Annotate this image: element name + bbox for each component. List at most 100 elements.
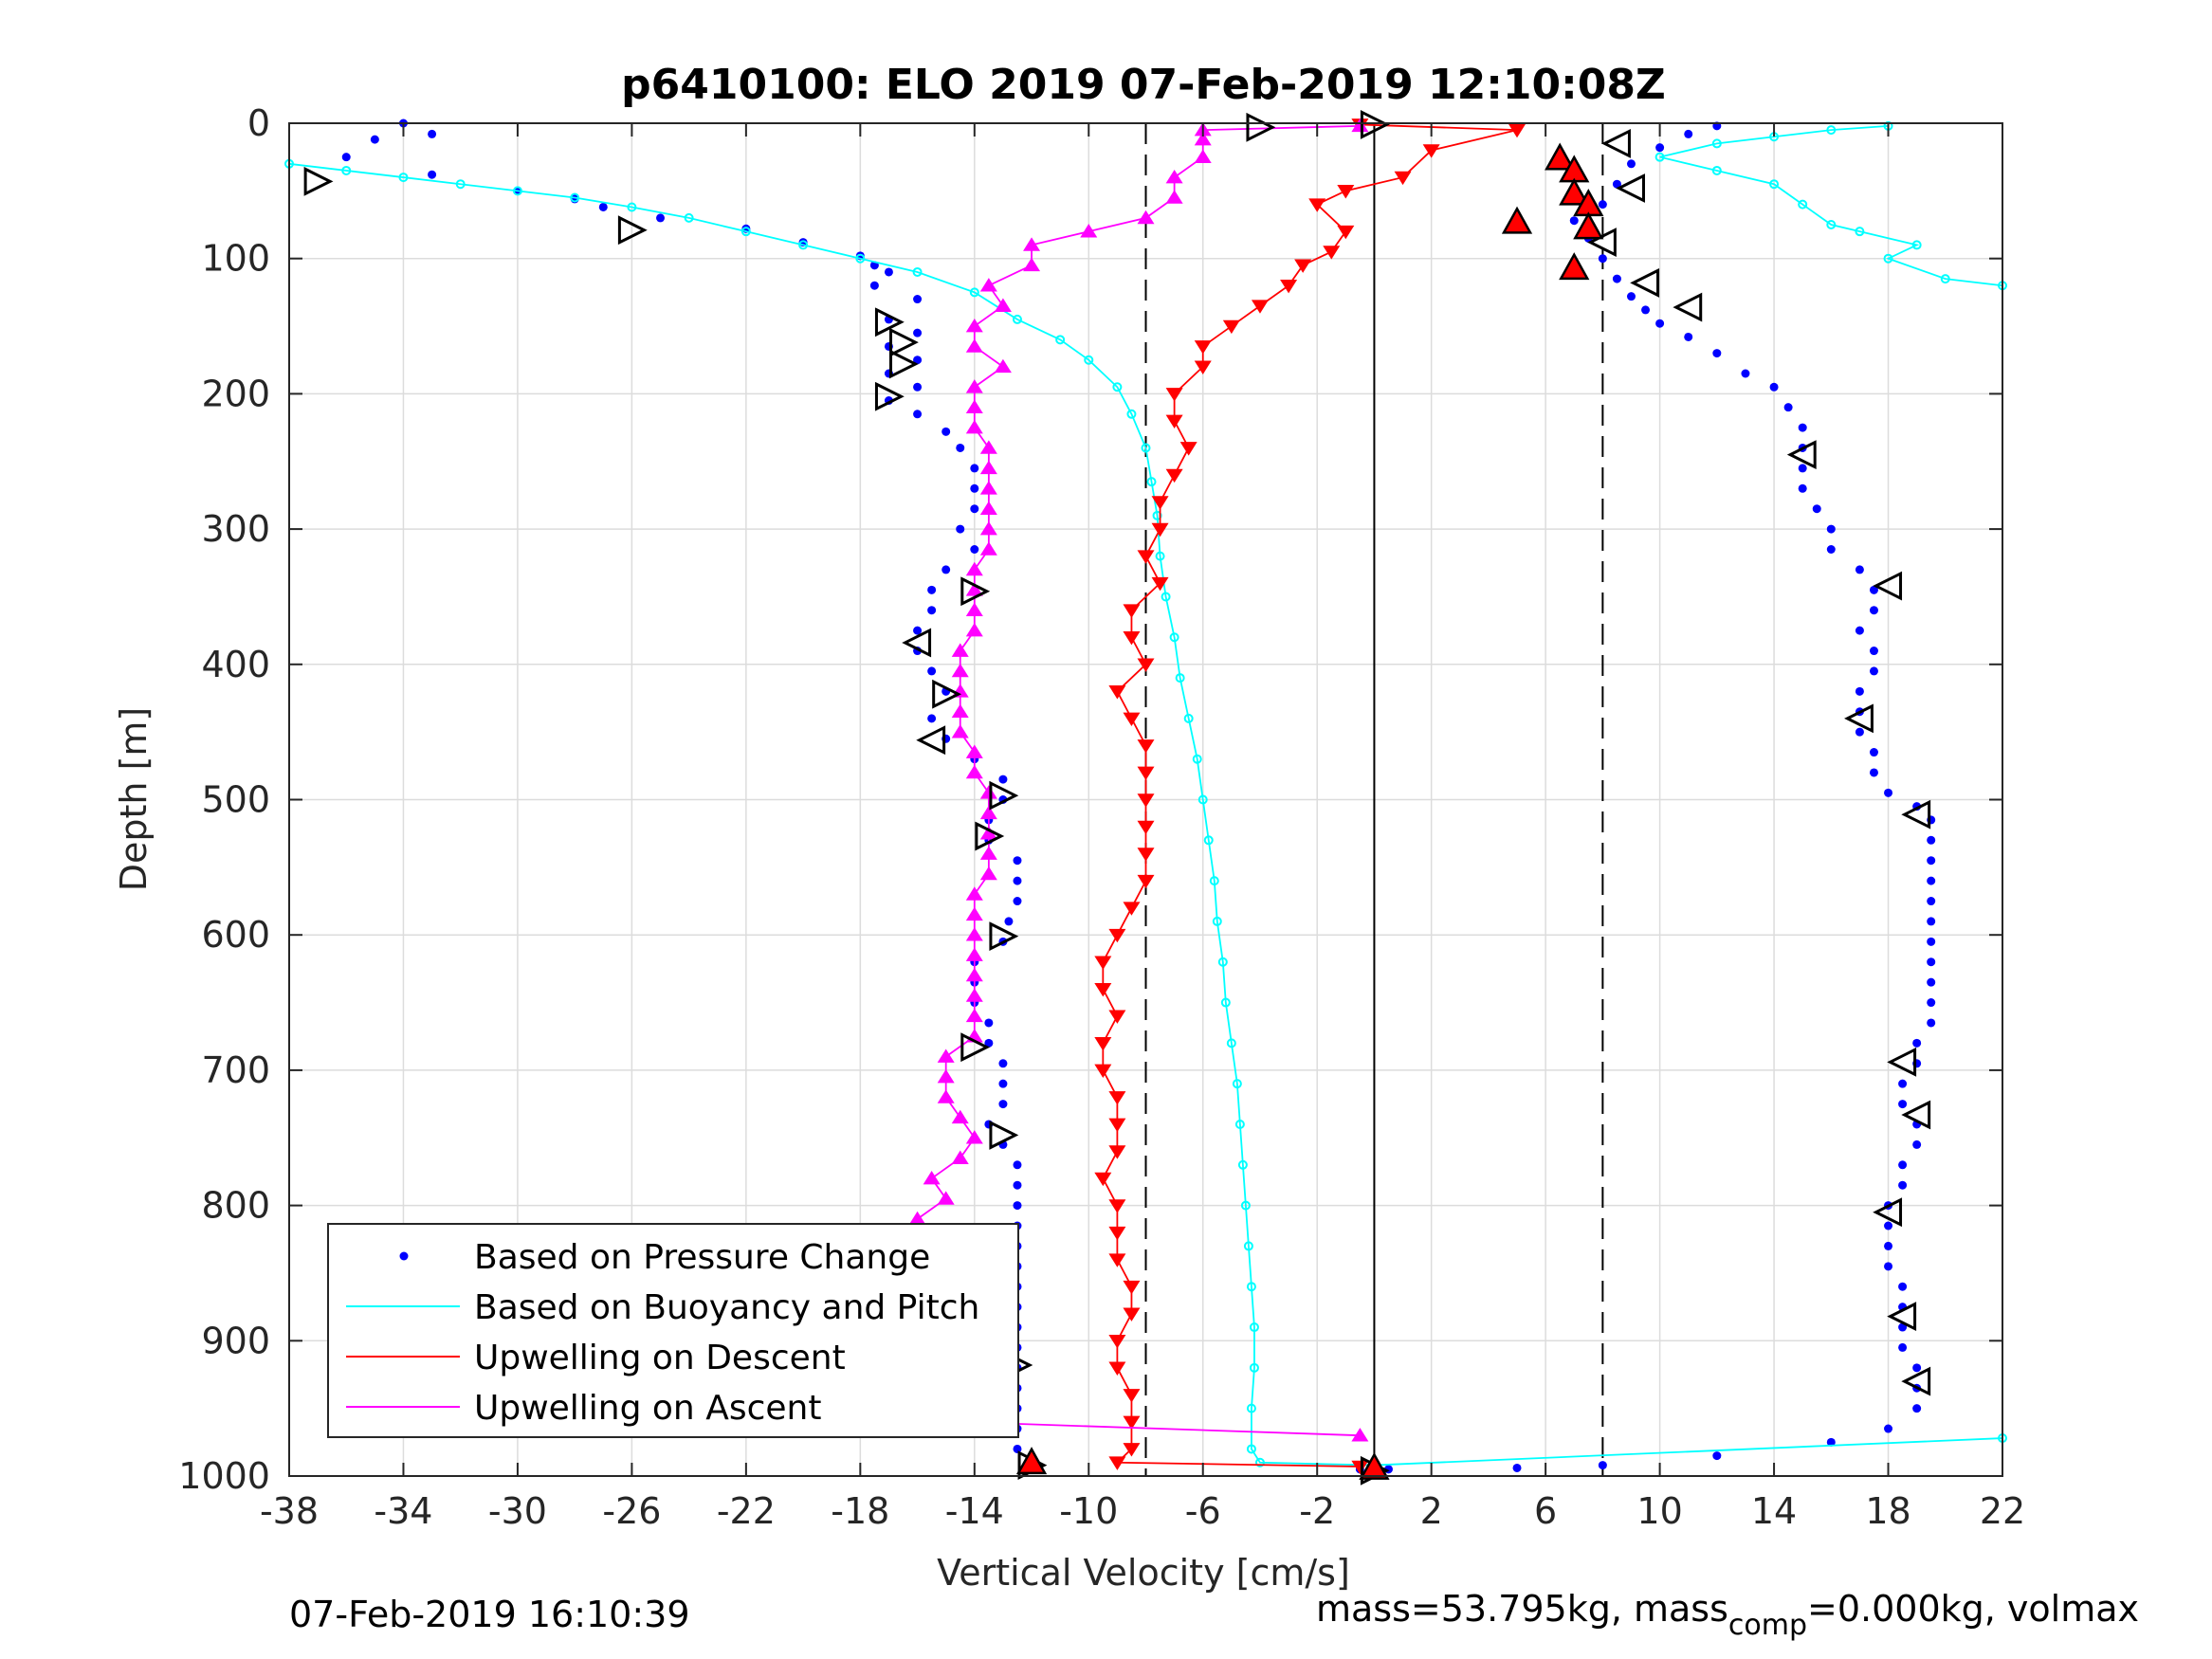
pressure-point xyxy=(1826,524,1836,534)
buoyancy-point xyxy=(1798,199,1808,210)
pitch-marker-left xyxy=(1901,1366,1931,1396)
pressure-point xyxy=(941,427,951,436)
pressure-point xyxy=(1855,626,1864,635)
descent-point xyxy=(1394,171,1412,186)
turn-marker xyxy=(1359,1451,1390,1480)
buoyancy-point xyxy=(341,165,352,175)
descent-point xyxy=(1123,902,1141,916)
pressure-point xyxy=(1898,1079,1908,1088)
buoyancy-point xyxy=(1141,443,1151,453)
pressure-point xyxy=(1927,1018,1936,1028)
chart-title: p6410100: ELO 2019 07-Feb-2019 12:10:08Z xyxy=(621,61,1666,109)
pressure-point xyxy=(1612,179,1621,189)
series-triangle-down xyxy=(1094,118,1526,1475)
ascent-point xyxy=(979,846,997,860)
pressure-point xyxy=(913,410,923,419)
pressure-point xyxy=(1626,292,1636,301)
footer-mass-suffix: =0.000kg, volmax xyxy=(1807,1588,2139,1630)
buoyancy-point xyxy=(1220,997,1231,1008)
descent-point xyxy=(1165,414,1183,429)
pressure-point xyxy=(913,295,923,304)
pitch-marker-right xyxy=(874,307,905,337)
pressure-point xyxy=(884,267,893,277)
pressure-point xyxy=(1927,957,1936,967)
pressure-point xyxy=(913,356,923,365)
pressure-point xyxy=(1855,565,1864,574)
pressure-point xyxy=(1898,1100,1908,1109)
descent-point xyxy=(1108,1145,1126,1159)
series-line xyxy=(1102,123,1518,1468)
buoyancy-point xyxy=(1654,152,1665,162)
buoyancy-point xyxy=(1911,240,1922,250)
pressure-point xyxy=(1684,129,1693,138)
pitch-marker-left xyxy=(1873,571,1903,601)
pressure-point xyxy=(1598,200,1607,210)
buoyancy-point xyxy=(1234,1119,1245,1129)
pressure-point xyxy=(970,483,979,493)
descent-point xyxy=(1123,1307,1141,1322)
ascent-point xyxy=(965,744,983,758)
descent-point xyxy=(1123,1443,1141,1457)
pressure-point xyxy=(1927,835,1936,845)
buoyancy-point xyxy=(1152,510,1162,520)
descent-point xyxy=(1108,1226,1126,1241)
x-axis-label: Vertical Velocity [cm/s] xyxy=(937,1552,1350,1594)
descent-point xyxy=(1294,259,1312,273)
legend-label-ascent: Upwelling on Ascent xyxy=(474,1389,821,1428)
ascent-point xyxy=(1165,190,1183,204)
buoyancy-point xyxy=(740,227,751,237)
pressure-point xyxy=(1741,369,1750,378)
descent-point xyxy=(1094,1037,1112,1051)
ascent-point xyxy=(965,623,983,637)
ascent-point xyxy=(979,541,997,556)
buoyancy-point xyxy=(1169,632,1179,643)
pressure-point xyxy=(1598,254,1607,264)
y-tick-label: 200 xyxy=(201,373,270,414)
buoyancy-point xyxy=(1126,409,1137,419)
y-tick-label: 600 xyxy=(201,914,270,956)
pressure-point xyxy=(1798,423,1807,432)
buoyancy-point xyxy=(1240,1200,1251,1211)
pressure-point xyxy=(1869,606,1878,615)
pressure-point xyxy=(1569,216,1579,226)
descent-point xyxy=(1108,1335,1126,1349)
x-tick-label: 22 xyxy=(1980,1490,2025,1532)
pitch-marker-left xyxy=(1587,228,1617,258)
pressure-point xyxy=(1712,349,1722,358)
turn-marker xyxy=(1559,252,1590,281)
ascent-point xyxy=(965,886,983,901)
pitch-marker-right xyxy=(932,679,962,709)
pressure-point xyxy=(913,626,923,635)
x-tick-label: 10 xyxy=(1636,1490,1682,1532)
ascent-point xyxy=(965,582,983,596)
pressure-point xyxy=(927,585,937,594)
buoyancy-point xyxy=(1192,754,1202,764)
x-tick-label: 2 xyxy=(1420,1490,1443,1532)
ascent-point xyxy=(951,1109,969,1124)
series-triangle-right-open xyxy=(303,109,1390,1486)
ascent-point xyxy=(1351,118,1369,133)
pressure-point xyxy=(1884,1241,1893,1250)
descent-point xyxy=(1165,388,1183,402)
pressure-point xyxy=(1641,305,1651,315)
pitch-marker-left xyxy=(1873,1197,1903,1228)
ascent-point xyxy=(965,927,983,941)
ascent-point xyxy=(979,278,997,292)
ascent-point xyxy=(979,460,997,475)
buoyancy-point xyxy=(1084,355,1094,365)
pressure-point xyxy=(927,714,937,723)
pressure-point xyxy=(998,1059,1008,1068)
pressure-point xyxy=(1512,1463,1522,1472)
ascent-point xyxy=(951,643,969,657)
buoyancy-point xyxy=(1249,1322,1259,1333)
series-triangle-left-open xyxy=(902,128,1931,1396)
ascent-point xyxy=(965,906,983,921)
pressure-point xyxy=(956,443,965,452)
pressure-point xyxy=(1712,1451,1722,1461)
footer-timestamp: 07-Feb-2019 16:10:39 xyxy=(289,1594,690,1635)
pressure-point xyxy=(1013,856,1022,866)
pressure-point xyxy=(1826,545,1836,555)
ascent-point xyxy=(965,602,983,617)
descent-point xyxy=(1108,1091,1126,1105)
y-tick-label: 300 xyxy=(201,508,270,550)
